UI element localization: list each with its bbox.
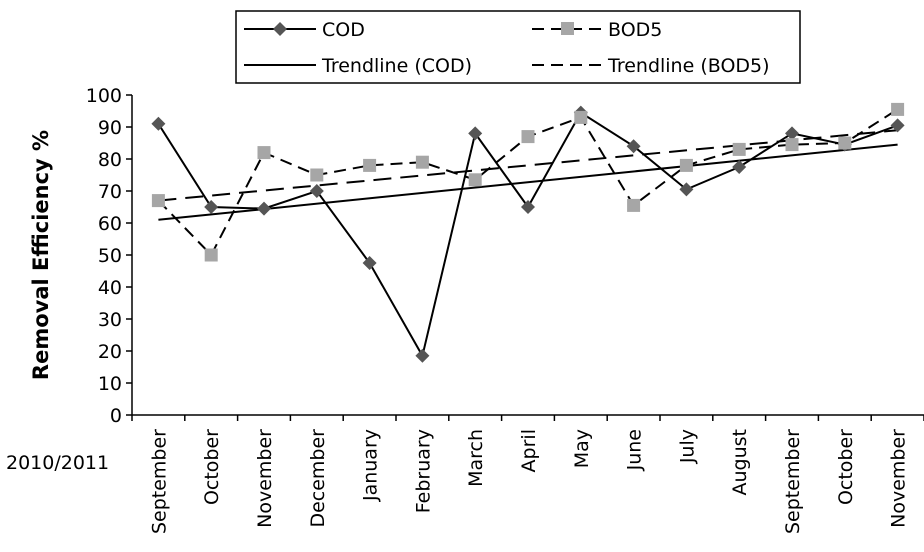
- y-tick-label: 90: [98, 117, 122, 139]
- data-point-bod5: [415, 155, 429, 169]
- x-tick-label: August: [729, 429, 751, 496]
- legend-label-cod: COD: [322, 19, 365, 41]
- legend-entry-trendline-cod: Trendline (COD): [244, 55, 472, 77]
- data-point-cod: [890, 118, 905, 133]
- data-point-bod5: [257, 146, 271, 160]
- data-point-bod5: [363, 158, 377, 172]
- data-point-bod5: [204, 248, 218, 262]
- legend-marker-bod5: [561, 22, 574, 35]
- data-point-bod5: [627, 198, 641, 212]
- y-tick-label: 0: [110, 405, 122, 427]
- x-tick-label: July: [676, 429, 698, 464]
- data-point-cod: [785, 126, 799, 141]
- x-tick-label: May: [571, 429, 593, 468]
- data-point-bod5: [574, 110, 588, 124]
- legend-box: [235, 10, 801, 84]
- data-point-cod: [204, 200, 219, 214]
- x-tick-label: September: [782, 429, 804, 534]
- x-tick-label: November: [254, 429, 276, 528]
- legend-label-bod5: BOD5: [608, 19, 662, 41]
- data-point-bod5: [679, 158, 693, 172]
- x-tick-label: June: [624, 429, 646, 471]
- series: [151, 102, 905, 363]
- y-tick-label: 20: [98, 341, 122, 363]
- data-point-bod5: [838, 136, 852, 150]
- data-point-bod5: [891, 102, 905, 116]
- legend-entry-bod5: BOD5: [532, 19, 662, 41]
- x-axis-title: 2010/2011: [6, 452, 109, 474]
- x-tick-label: September: [148, 429, 170, 534]
- legend-label-trendline-cod: Trendline (COD): [321, 55, 472, 77]
- data-point-cod: [626, 139, 641, 154]
- x-tick-label: December: [307, 429, 329, 528]
- data-point-bod5: [468, 173, 482, 187]
- y-tick-label: 10: [98, 373, 122, 395]
- x-tick-label: October: [201, 429, 223, 505]
- y-axis: 0 10 20 30 40 50 60 70 80 90 100: [86, 85, 133, 427]
- x-tick-label: March: [465, 429, 487, 487]
- trendlines: [158, 129, 898, 221]
- data-point-cod: [679, 182, 694, 197]
- y-tick-label: 60: [98, 213, 122, 235]
- legend: COD BOD5 Trendline (COD) Trendline (BOD5…: [235, 10, 801, 84]
- data-point-bod5: [521, 130, 535, 144]
- trendline-trendline-cod: [158, 143, 898, 221]
- y-axis-title: Removal Efficiency %: [29, 130, 53, 380]
- data-point-cod: [415, 348, 430, 363]
- legend-label-trendline-bod5: Trendline (BOD5): [607, 55, 770, 77]
- y-tick-label: 100: [86, 85, 122, 107]
- data-point-bod5: [310, 168, 324, 182]
- y-tick-label: 50: [98, 245, 122, 267]
- data-point-cod: [257, 201, 271, 216]
- data-point-cod: [521, 200, 535, 214]
- data-point-cod: [309, 184, 324, 198]
- x-tick-label: November: [888, 429, 910, 528]
- data-point-cod: [151, 116, 166, 131]
- y-tick-label: 30: [98, 309, 122, 331]
- x-tick-label: April: [518, 429, 540, 472]
- data-point-cod: [732, 160, 747, 174]
- legend-entry-cod: COD: [244, 19, 365, 41]
- data-point-bod5: [785, 138, 799, 152]
- x-tick-label: January: [360, 429, 382, 502]
- y-tick-label: 80: [98, 149, 122, 171]
- x-tick-label: February: [412, 429, 434, 513]
- x-axis: September October November December January F…: [131, 414, 924, 534]
- data-point-cod: [468, 126, 483, 141]
- x-tick-label: October: [835, 429, 857, 505]
- y-tick-label: 40: [98, 277, 122, 299]
- data-point-bod5: [151, 194, 165, 208]
- legend-marker-cod: [273, 22, 287, 36]
- legend-entry-trendline-bod5: Trendline (BOD5): [532, 55, 770, 77]
- data-point-cod: [362, 256, 377, 270]
- trendline-trendline-bod5: [158, 129, 898, 202]
- y-tick-label: 70: [98, 181, 122, 203]
- data-point-bod5: [732, 142, 746, 156]
